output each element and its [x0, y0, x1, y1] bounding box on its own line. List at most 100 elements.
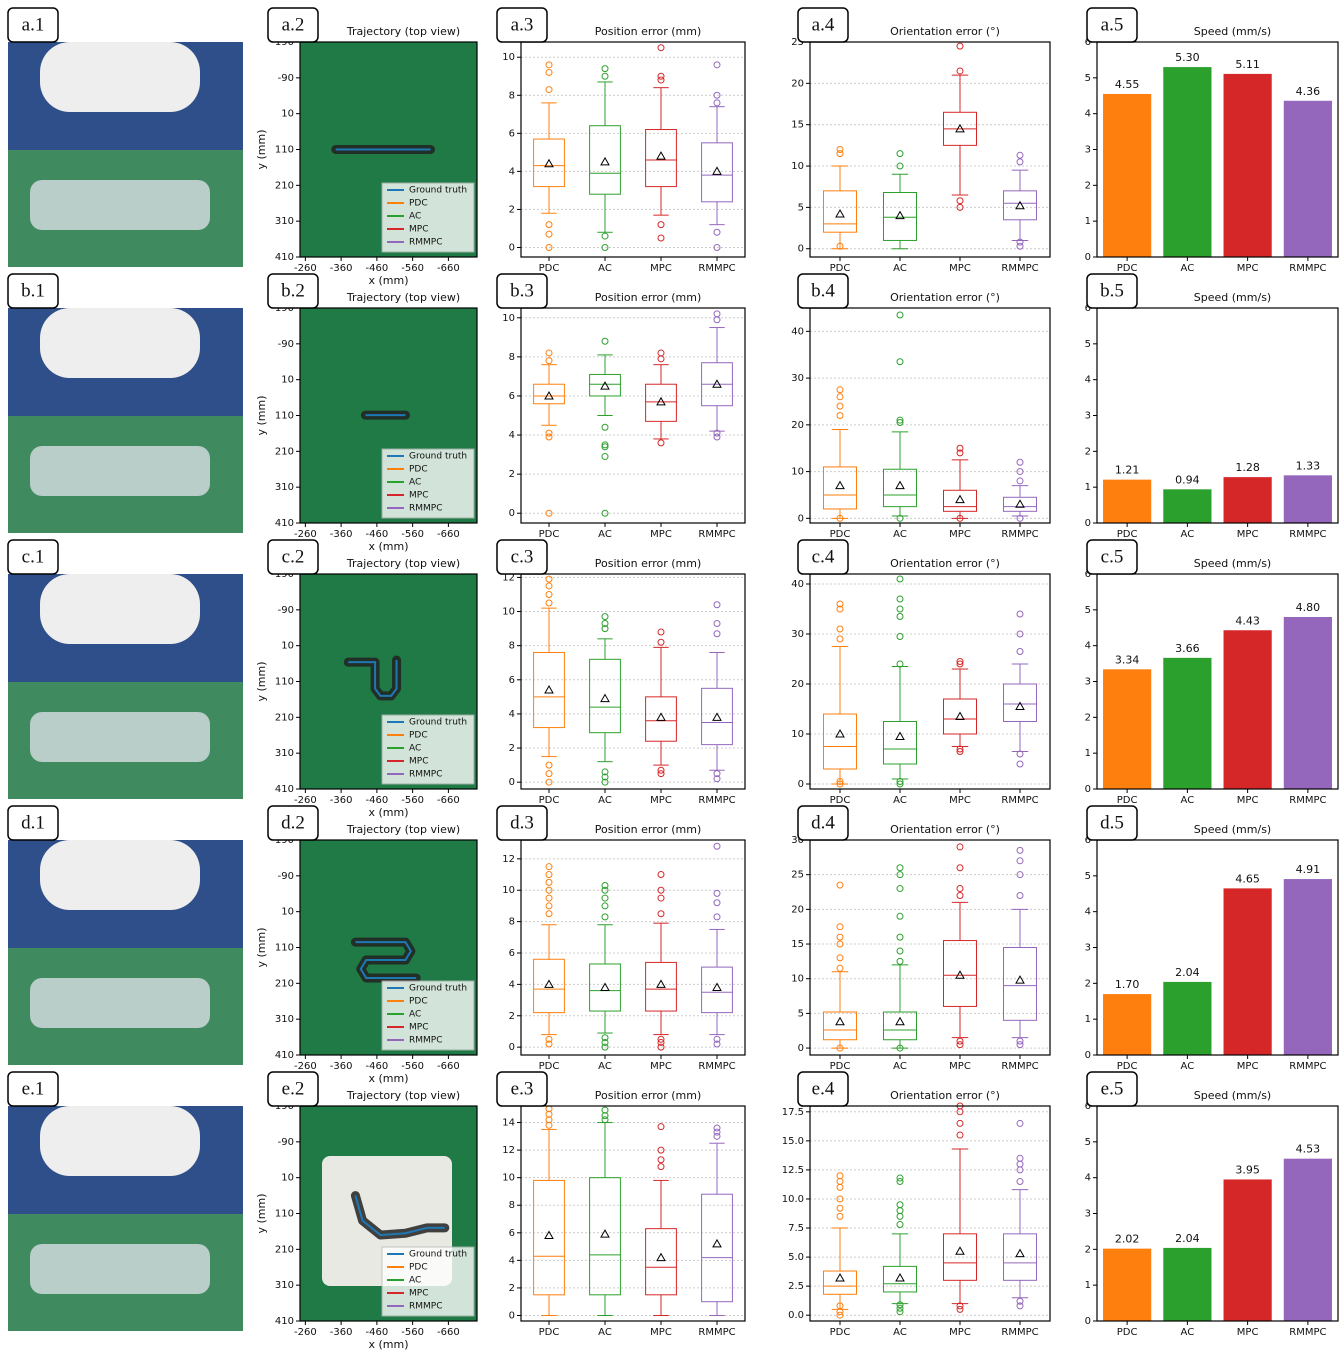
x-tick-label: AC — [893, 263, 907, 274]
legend-label: AC — [409, 744, 421, 754]
flier — [837, 1179, 843, 1185]
panel-label: d.1 — [21, 812, 45, 833]
value-label: 0.94 — [1175, 473, 1200, 486]
y-tick-label: 0 — [798, 244, 804, 255]
y-axis-label: y (mm) — [255, 395, 268, 435]
x-tick-label: -660 — [437, 263, 460, 274]
y-tick-label: 3 — [1085, 943, 1091, 954]
flier — [658, 872, 664, 878]
bar — [1224, 888, 1272, 1055]
bar — [1163, 658, 1211, 789]
y-tick-label: 5 — [1085, 1137, 1091, 1148]
mean-marker — [896, 1274, 904, 1281]
value-label: 4.80 — [1296, 601, 1321, 614]
legend-label: Ground truth — [409, 718, 467, 728]
mean-marker — [601, 1230, 609, 1237]
y-tick-label: 2 — [1085, 180, 1091, 191]
y-tick-label: 410 — [275, 252, 294, 263]
y-tick-label: 2 — [509, 1011, 515, 1022]
box — [702, 967, 733, 1013]
flier — [546, 879, 552, 885]
y-tick-label: 410 — [275, 784, 294, 795]
y-tick-label: 10 — [791, 974, 804, 985]
x-tick-label: RMMPC — [1289, 795, 1326, 806]
flier — [714, 620, 720, 626]
y-tick-label: 2 — [509, 204, 515, 215]
panel-label: a.3 — [511, 14, 534, 35]
y-tick-label: 3 — [1085, 677, 1091, 688]
flier — [897, 151, 903, 157]
chart-title: Orientation error (°) — [890, 291, 1000, 304]
box — [944, 699, 977, 734]
x-tick-label: AC — [893, 529, 907, 540]
flier — [658, 235, 664, 241]
x-tick-label: RMMPC — [1289, 529, 1326, 540]
x-tick-label: RMMPC — [1001, 795, 1038, 806]
panel-label: c.3 — [511, 546, 534, 567]
x-tick-label: AC — [598, 1061, 612, 1072]
flier — [897, 913, 903, 919]
y-tick-label: 4 — [1085, 907, 1091, 918]
y-tick-label: 15.0 — [782, 1136, 804, 1147]
flier — [1017, 892, 1023, 898]
x-tick-label: -660 — [437, 529, 460, 540]
flier — [546, 583, 552, 589]
y-tick-label: 0.0 — [788, 1310, 804, 1321]
soft-robot — [30, 1244, 210, 1294]
y-tick-label: 4 — [509, 979, 515, 990]
x-tick-label: MPC — [650, 529, 672, 540]
mean-marker — [657, 1254, 665, 1261]
y-tick-label: 410 — [275, 1050, 294, 1061]
chart-title: Orientation error (°) — [890, 823, 1000, 836]
x-tick-label: PDC — [539, 1327, 560, 1338]
box — [884, 1012, 917, 1040]
x-tick-label: -460 — [366, 1327, 389, 1338]
flier — [714, 890, 720, 896]
box — [534, 139, 565, 187]
flier — [714, 1125, 720, 1131]
y-tick-label: 20 — [791, 420, 804, 431]
x-tick-label: -460 — [366, 263, 389, 274]
flier — [714, 843, 720, 849]
legend-label: RMMPC — [409, 1302, 443, 1312]
panel-label: e.4 — [812, 1078, 835, 1099]
y-tick-label: 5 — [1085, 605, 1091, 616]
y-tick-label: 0 — [509, 777, 515, 788]
flier — [897, 886, 903, 892]
flier — [957, 43, 963, 49]
y-tick-label: 0 — [1085, 1316, 1091, 1327]
flier — [714, 62, 720, 68]
soft-robot — [30, 180, 210, 230]
bar — [1163, 489, 1211, 523]
flier — [897, 1202, 903, 1208]
x-tick-label: PDC — [1117, 263, 1138, 274]
flier — [1017, 152, 1023, 158]
flier — [897, 596, 903, 602]
x-tick-label: PDC — [1117, 795, 1138, 806]
panel-label: d.2 — [281, 812, 305, 833]
x-tick-label: -560 — [401, 1327, 424, 1338]
y-tick-label: 1 — [1085, 1280, 1091, 1291]
value-label: 1.70 — [1115, 978, 1140, 991]
flier — [897, 576, 903, 582]
flier — [957, 1132, 963, 1138]
y-tick-label: 17.5 — [782, 1107, 804, 1118]
robot-arm — [40, 574, 200, 644]
value-label: 1.33 — [1296, 459, 1321, 472]
y-tick-label: 310 — [275, 748, 294, 759]
flier — [546, 87, 552, 93]
bar — [1103, 1249, 1151, 1321]
value-label: 3.95 — [1235, 1163, 1260, 1176]
x-tick-label: MPC — [650, 263, 672, 274]
chart-title: Orientation error (°) — [890, 557, 1000, 570]
flier — [658, 73, 664, 79]
box — [884, 722, 917, 765]
legend-label: MPC — [409, 1289, 428, 1299]
value-label: 4.53 — [1296, 1143, 1321, 1156]
chart-title: Trajectory (top view) — [346, 823, 460, 836]
y-tick-label: 210 — [275, 712, 294, 723]
y-tick-label: 30 — [791, 373, 804, 384]
y-tick-label: 0 — [798, 1043, 804, 1054]
y-tick-label: 2 — [1085, 446, 1091, 457]
flier — [897, 1222, 903, 1228]
